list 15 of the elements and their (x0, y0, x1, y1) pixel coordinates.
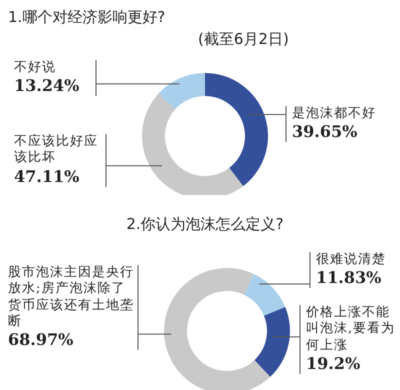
slice-label: 不好说 (14, 60, 57, 76)
data-label: 19.2% (306, 354, 362, 374)
data-label: 11.83% (316, 268, 382, 288)
slice-label: 很难说清楚 (316, 252, 387, 268)
data-label: 47.11% (14, 166, 80, 186)
data-label: 68.97% (8, 330, 74, 350)
text: (截至6月2日) (198, 30, 289, 49)
slice-label: 价格上涨不能叫泡沫,要看为何上涨 (306, 305, 396, 354)
data-label: 13.24% (14, 76, 80, 96)
slice-label: 是泡沫都不好 (292, 106, 377, 122)
data-label: 39.65% (292, 122, 358, 142)
chart-title: 1.哪个对经济影响更好? (8, 8, 166, 27)
slice-label: 不应该比好应该比坏 (14, 134, 99, 166)
slice-label: 股市泡沫主因是央行放水;房产泡沫除了货币应该还有土地垄断 (8, 265, 134, 330)
chart-title: 2.你认为泡沫怎么定义? (125, 215, 285, 234)
